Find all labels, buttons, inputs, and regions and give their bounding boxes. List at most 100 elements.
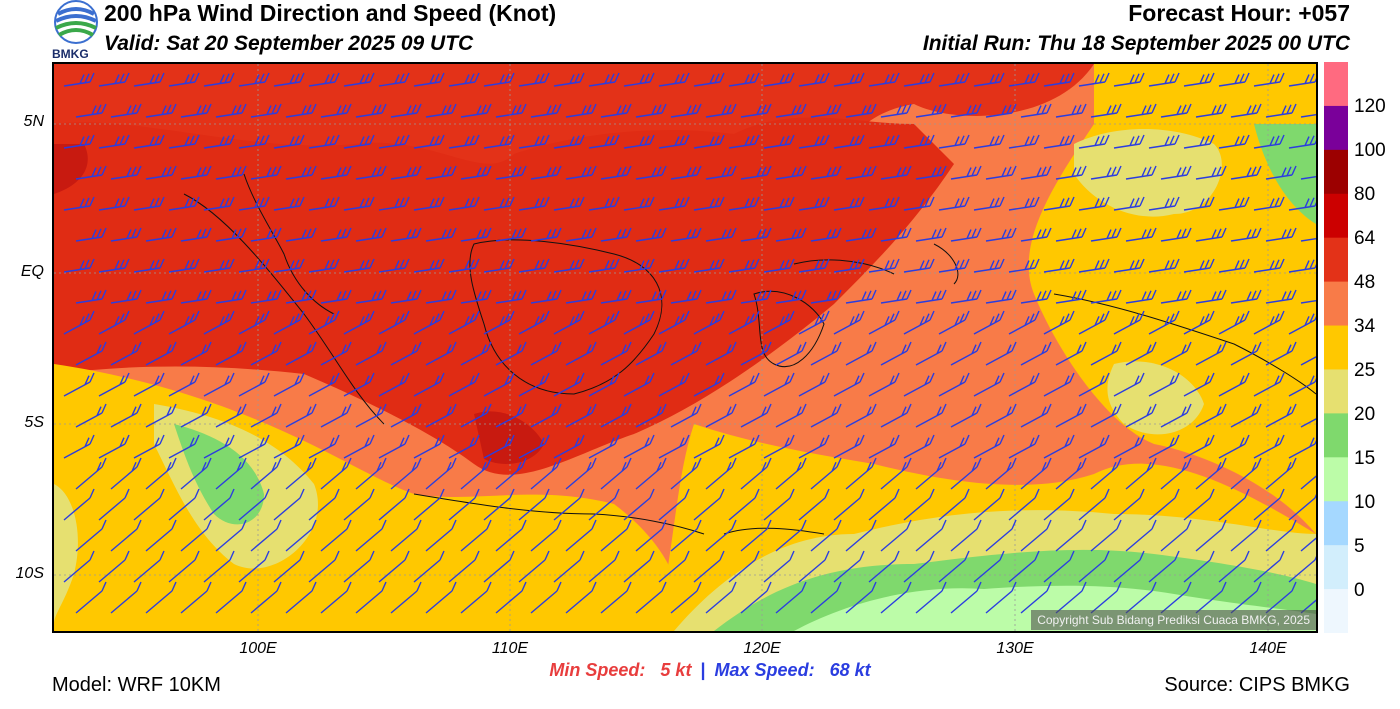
lat-tick-5s: 5S <box>24 414 44 431</box>
wind-barb <box>518 196 550 211</box>
colorbar-swatch <box>1324 413 1348 458</box>
wind-barb <box>390 341 422 366</box>
wind-barb <box>845 165 877 180</box>
wind-barb <box>308 258 340 273</box>
wind-barb <box>635 289 667 304</box>
wind-barb <box>973 134 1005 149</box>
wind-barb <box>635 457 667 490</box>
wind-barb <box>705 403 737 428</box>
wind-barb <box>1008 488 1040 521</box>
wind-barb <box>553 434 585 459</box>
speed-summary: Min Speed: 5 kt | Max Speed: 68 kt <box>450 660 970 681</box>
wind-barb <box>705 341 737 366</box>
wind-barb <box>1288 375 1316 397</box>
wind-barb <box>425 519 457 552</box>
wind-barb <box>1265 457 1297 490</box>
wind-barb <box>1020 581 1052 614</box>
wind-barb <box>1008 372 1040 397</box>
wind-barb <box>798 72 830 87</box>
wind-barb <box>413 258 445 273</box>
wind-barb <box>658 372 690 397</box>
wind-barb <box>1020 165 1052 180</box>
wind-barb <box>75 165 107 180</box>
wind-barb <box>215 103 247 118</box>
wind-barb <box>1148 488 1180 521</box>
wind-barb <box>658 258 690 273</box>
wind-barb <box>623 196 655 211</box>
wind-barb <box>273 372 305 397</box>
wind-barb <box>868 372 900 397</box>
bmkg-logo <box>50 0 102 62</box>
wind-barb <box>460 103 492 118</box>
wind-barb <box>658 434 690 459</box>
wind-barb <box>1160 289 1192 304</box>
wind-barb <box>1078 550 1110 583</box>
wind-barb <box>1008 258 1040 273</box>
colorbar-swatch <box>1324 193 1348 239</box>
wind-barb <box>728 72 760 87</box>
wind-barb <box>215 519 247 552</box>
wind-barb <box>868 488 900 521</box>
wind-barb <box>1020 457 1052 490</box>
wind-barb <box>495 341 527 366</box>
colorbar-label-20: 20 <box>1354 404 1376 425</box>
wind-barb <box>215 581 247 614</box>
wind-barb <box>1055 341 1087 366</box>
wind-barb <box>425 227 457 242</box>
wind-barb <box>565 289 597 304</box>
wind-barb <box>110 403 142 428</box>
wind-barb <box>518 550 550 583</box>
wind-barb <box>670 165 702 180</box>
wind-barb <box>880 165 912 180</box>
wind-barb <box>1043 310 1075 335</box>
wind-barb <box>950 519 982 552</box>
wind-barb <box>1253 434 1285 459</box>
wind-barb <box>1288 313 1316 335</box>
wind-barb <box>845 403 877 428</box>
wind-barb <box>763 72 795 87</box>
wind-barb <box>1008 434 1040 459</box>
wind-barb <box>705 165 737 180</box>
wind-barb <box>355 227 387 242</box>
wind-barb <box>728 488 760 521</box>
wind-barb <box>1090 103 1122 118</box>
wind-barb <box>658 196 690 211</box>
wind-barb <box>1043 372 1075 397</box>
wind-barb <box>1148 196 1180 211</box>
wind-barb <box>250 103 282 118</box>
wind-barb <box>1288 494 1316 521</box>
wind-barb <box>1183 134 1215 149</box>
wind-barb <box>75 581 107 614</box>
wind-barb <box>203 196 235 211</box>
wind-barb <box>238 196 270 211</box>
colorbar-swatch <box>1324 589 1348 634</box>
wind-barb <box>378 134 410 149</box>
wind-barb <box>250 227 282 242</box>
wind-barb <box>1055 581 1087 614</box>
wind-barb <box>1160 103 1192 118</box>
wind-barb <box>413 488 445 521</box>
wind-barb <box>460 165 492 180</box>
lon-tick-110e: 110E <box>491 640 529 657</box>
wind-barb <box>600 165 632 180</box>
wind-barb <box>565 457 597 490</box>
colorbar-label-48: 48 <box>1354 272 1376 293</box>
colorbar-swatch <box>1324 62 1348 107</box>
wind-barb <box>448 134 480 149</box>
wind-barb <box>868 550 900 583</box>
wind-barb <box>413 196 445 211</box>
wind-barb <box>1265 103 1297 118</box>
wind-barb <box>378 434 410 459</box>
wind-barb <box>1113 72 1145 87</box>
wind-barb <box>1055 289 1087 304</box>
wind-barb <box>1078 258 1110 273</box>
wind-barb <box>1113 372 1145 397</box>
wind-barb <box>635 581 667 614</box>
wind-barb <box>308 372 340 397</box>
wind-barb <box>133 310 165 335</box>
wind-barb <box>320 341 352 366</box>
wind-barb <box>810 165 842 180</box>
wind-barb <box>553 134 585 149</box>
wind-barb <box>168 372 200 397</box>
wind-barb <box>763 372 795 397</box>
